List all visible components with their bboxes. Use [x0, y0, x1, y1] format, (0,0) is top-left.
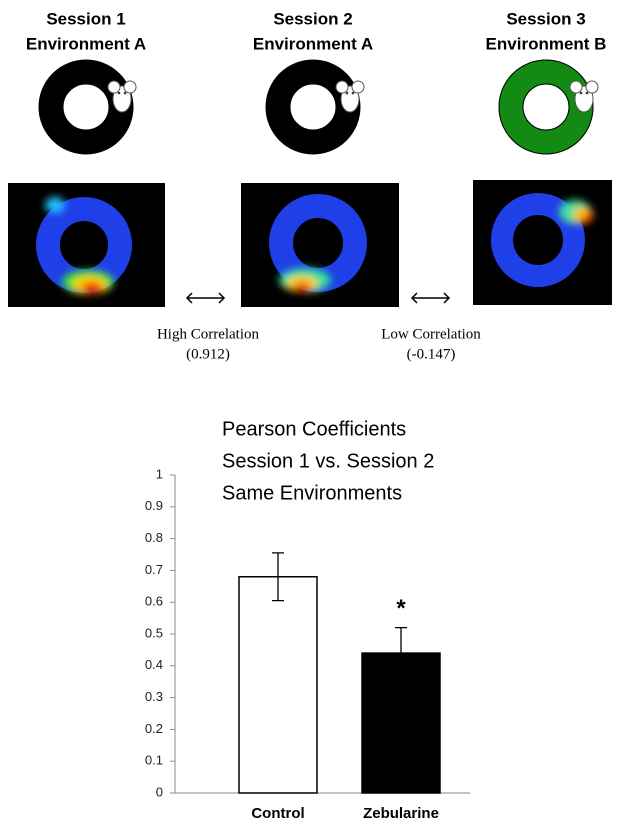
- chart-title: Session 1 vs. Session 2: [222, 450, 434, 472]
- session-title: Session 3: [506, 9, 585, 28]
- significance-mark: *: [396, 595, 406, 622]
- y-tick-label: 0.4: [145, 657, 163, 672]
- correlation-label: Low Correlation: [381, 326, 481, 342]
- bar-chart: Pearson Coefficients Session 1 vs. Sessio…: [145, 418, 470, 822]
- y-tick-label: 0.2: [145, 721, 163, 736]
- session-env: Environment A: [253, 34, 373, 53]
- y-tick-label: 0.9: [145, 498, 163, 513]
- correlation-value: (-0.147): [407, 346, 456, 362]
- y-tick-label: 0.5: [145, 625, 163, 640]
- y-tick-label: 0: [156, 784, 163, 799]
- session-title: Session 1: [46, 9, 125, 28]
- y-tick-label: 0.1: [145, 753, 163, 768]
- session-env: Environment B: [486, 34, 607, 53]
- y-tick-label: 0.6: [145, 594, 163, 609]
- y-tick-label: 0.7: [145, 562, 163, 577]
- session-title: Session 2: [273, 9, 352, 28]
- x-tick-label: Control: [251, 805, 304, 822]
- correlation-label: High Correlation: [157, 326, 260, 342]
- x-tick-label: Zebularine: [363, 805, 439, 822]
- correlation-value: (0.912): [186, 346, 230, 362]
- y-tick-label: 0.3: [145, 689, 163, 704]
- figure: Session 1 Environment A Session 2 Enviro…: [0, 0, 619, 825]
- y-tick-label: 1: [156, 466, 163, 481]
- bar: [239, 577, 317, 793]
- arena-ring: [51, 60, 598, 154]
- chart-title: Same Environments: [222, 482, 402, 504]
- session-env: Environment A: [26, 34, 146, 53]
- heatmap: [8, 180, 612, 307]
- chart-title: Pearson Coefficients: [222, 418, 406, 440]
- y-tick-label: 0.8: [145, 530, 163, 545]
